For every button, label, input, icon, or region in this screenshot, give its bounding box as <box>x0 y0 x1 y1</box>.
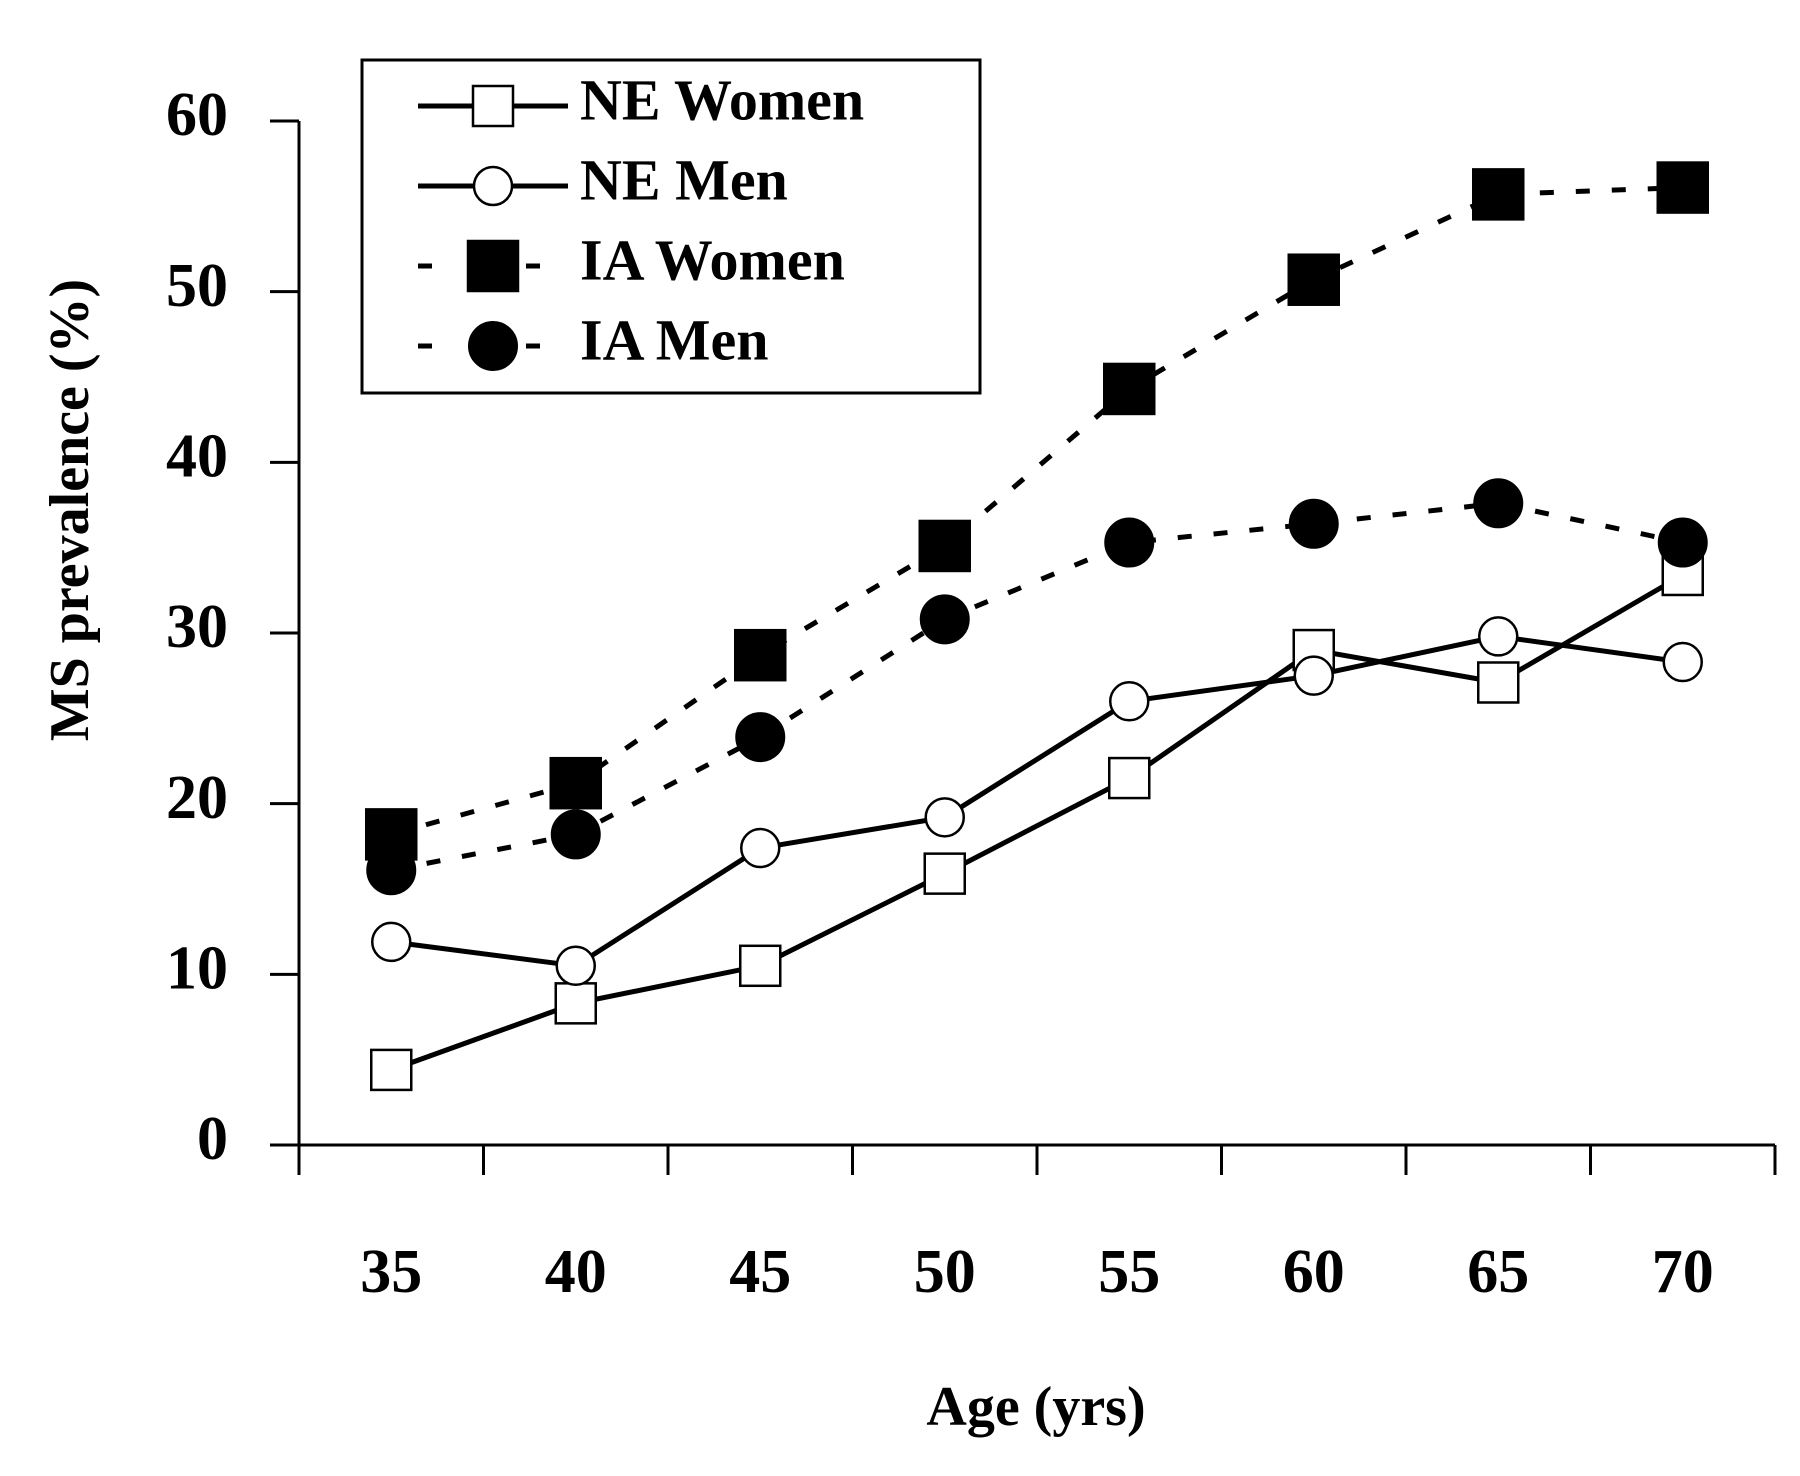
x-tick-label: 50 <box>914 1238 976 1306</box>
y-axis-title: MS prevalence (%) <box>39 279 101 741</box>
data-point <box>918 519 971 573</box>
y-tick-label: 10 <box>166 935 228 1003</box>
legend-label: IA Women <box>580 227 845 292</box>
legend-marker <box>472 165 514 207</box>
data-point <box>1656 161 1709 214</box>
data-point <box>740 827 781 869</box>
legend-label: NE Men <box>580 147 788 212</box>
data-point <box>1478 616 1519 657</box>
x-tick-label: 65 <box>1467 1238 1529 1306</box>
data-point <box>1109 681 1150 722</box>
legend-marker <box>471 84 515 128</box>
data-point <box>1473 478 1524 529</box>
x-axis-title: Age (yrs) <box>926 1376 1145 1438</box>
y-tick-label: 40 <box>166 423 228 491</box>
data-point <box>1293 655 1334 696</box>
x-tick-label: 70 <box>1652 1238 1714 1306</box>
series-line <box>390 572 1685 1073</box>
data-point <box>555 945 596 987</box>
series-line <box>390 500 1684 873</box>
data-point <box>1657 517 1708 568</box>
legend-label: IA Men <box>580 307 769 372</box>
x-tick-label: 55 <box>1098 1238 1160 1306</box>
data-point <box>366 845 417 896</box>
data-point <box>1288 498 1339 549</box>
data-point <box>1472 168 1525 221</box>
data-point <box>1662 641 1703 683</box>
legend-marker <box>468 321 518 371</box>
y-tick-label: 60 <box>166 81 228 149</box>
series-line <box>390 633 1684 969</box>
series-line <box>390 185 1683 837</box>
x-tick-label: 35 <box>360 1238 422 1306</box>
data-point <box>370 1048 413 1092</box>
y-tick-label: 0 <box>197 1105 228 1173</box>
data-point <box>371 921 412 963</box>
data-point <box>554 982 597 1025</box>
data-point <box>923 852 966 895</box>
data-point <box>734 628 787 682</box>
x-tick-label: 45 <box>729 1238 791 1306</box>
y-tick-label: 20 <box>166 764 228 832</box>
data-point <box>1108 756 1151 800</box>
data-point <box>549 756 602 810</box>
x-tick-label: 40 <box>545 1238 607 1306</box>
y-tick-label: 30 <box>166 593 228 661</box>
data-point <box>919 594 970 645</box>
data-point <box>924 797 965 838</box>
y-tick-label: 50 <box>166 252 228 320</box>
x-tick-label: 60 <box>1283 1238 1345 1306</box>
data-point <box>735 712 786 763</box>
data-point <box>550 809 601 860</box>
data-point <box>739 944 782 988</box>
legend-marker <box>466 239 520 293</box>
data-point <box>1103 362 1156 416</box>
data-point <box>1287 253 1340 306</box>
legend-box <box>360 58 982 395</box>
data-point <box>1477 661 1520 704</box>
data-point <box>1104 517 1155 568</box>
legend-label: NE Women <box>580 67 864 132</box>
